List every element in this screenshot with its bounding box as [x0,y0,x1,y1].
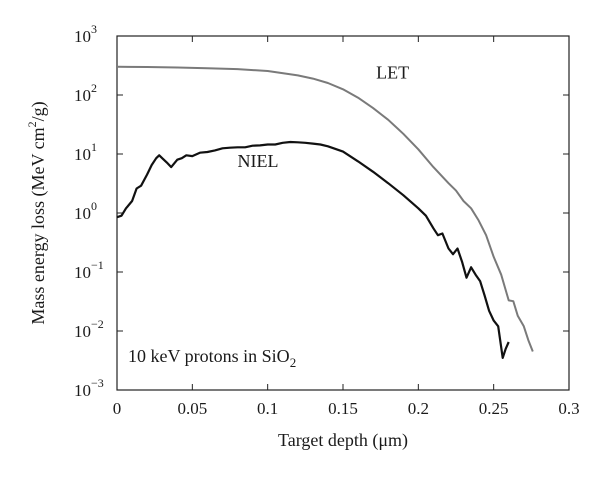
series-lines [116,65,534,359]
series-labels: LET NIEL [238,63,410,172]
series-label-let: LET [376,63,409,83]
x-tick-label: 0.3 [558,399,579,418]
y-tick-label: 10−3 [74,376,104,400]
series-line-let [116,65,534,352]
series-line-niel [116,140,510,359]
y-tick-label: 10−1 [74,258,104,282]
axis-ticks [116,35,570,391]
y-tick-label: 102 [74,81,97,105]
x-tick-label: 0.25 [479,399,509,418]
annotation-text: 10 keV protons in SiO2 [128,346,296,370]
y-tick-label: 103 [74,22,97,46]
y-tick-labels: 10−3 10−2 10−1 100 101 102 103 [74,22,104,400]
y-tick-label: 10−2 [74,317,104,341]
x-tick-label: 0.15 [328,399,358,418]
x-tick-labels: 0 0.05 0.1 0.15 0.2 0.25 0.3 [113,399,580,418]
y-tick-label: 101 [74,140,97,164]
y-tick-label: 100 [74,199,97,223]
series-label-niel: NIEL [238,151,279,171]
y-axis-label: Mass energy loss (MeV cm2/g) [25,101,49,324]
x-tick-label: 0.2 [408,399,429,418]
x-tick-label: 0.1 [257,399,278,418]
x-axis-label: Target depth (μm) [278,430,408,451]
x-tick-label: 0 [113,399,122,418]
x-tick-label: 0.05 [177,399,207,418]
